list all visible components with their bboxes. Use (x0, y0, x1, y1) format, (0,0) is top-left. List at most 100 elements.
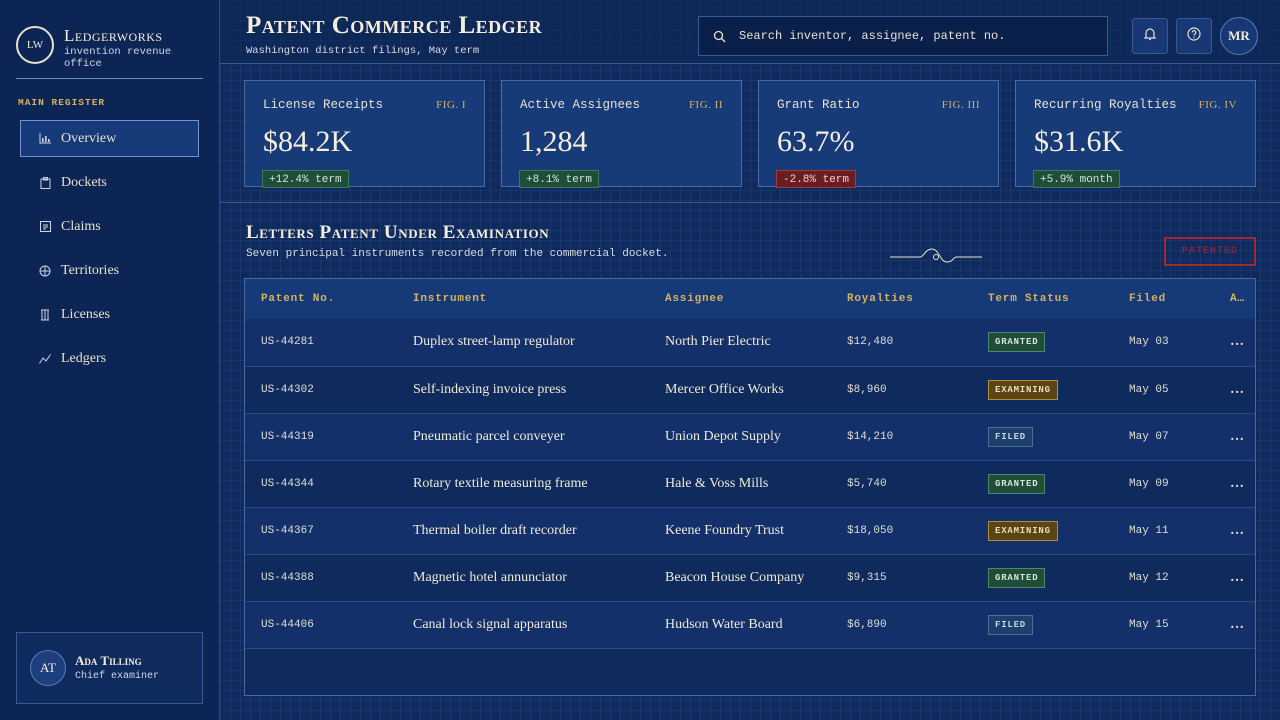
stat-fig: FIG. II (688, 99, 723, 111)
table-row[interactable]: US-44319 Pneumatic parcel conveyer Union… (245, 413, 1255, 460)
help-icon (1187, 26, 1201, 46)
table-row[interactable]: US-44302 Self-indexing invoice press Mer… (245, 366, 1255, 413)
column-header-term-status[interactable]: Term Status (988, 293, 1070, 305)
instrument-cell: Thermal boiler draft recorder (413, 522, 577, 538)
assignee-cell: Keene Foundry Trust (665, 522, 785, 538)
search-box[interactable] (698, 16, 1108, 56)
stat-label: Grant Ratio (777, 98, 860, 112)
stat-value: 1,284 (520, 125, 588, 158)
bell-icon (1143, 27, 1157, 46)
patents-table: Patent No. Instrument Assignee Royalties… (244, 278, 1256, 696)
row-actions-button[interactable]: … (1230, 381, 1245, 397)
royalties-cell: $12,480 (847, 336, 894, 349)
royalties-cell: $14,210 (847, 430, 894, 443)
instrument-cell: Rotary textile measuring frame (413, 475, 588, 491)
row-actions-button[interactable]: … (1230, 569, 1245, 585)
status-badge: GRANTED (988, 332, 1046, 353)
column-header-actions[interactable]: A… (1230, 293, 1245, 305)
brand-logo: LW (16, 26, 54, 64)
stat-label: Recurring Royalties (1034, 98, 1177, 112)
assignee-cell: Hudson Water Board (665, 616, 783, 632)
filed-cell: May 05 (1129, 383, 1169, 396)
stat-delta: +5.9% month (1033, 170, 1120, 188)
table-row[interactable]: US-44281 Duplex street-lamp regulator No… (245, 319, 1255, 366)
stat-delta: +8.1% term (519, 170, 600, 188)
assignee-cell: Beacon House Company (665, 569, 805, 585)
status-cell: GRANTED (972, 319, 1113, 366)
globe-icon (35, 265, 55, 277)
sidebar-item-label: Licenses (61, 306, 110, 322)
row-actions-button[interactable]: … (1230, 616, 1245, 632)
stat-card-recurring-royalties: Recurring Royalties FIG. IV $31.6K +5.9%… (1015, 80, 1256, 188)
filed-cell: May 07 (1129, 430, 1169, 443)
section-divider (220, 202, 1280, 203)
status-badge: EXAMINING (988, 520, 1058, 541)
table-row[interactable]: US-44344 Rotary textile measuring frame … (245, 460, 1255, 507)
patented-stamp: PATENTED (1164, 237, 1256, 266)
patent-no-cell: US-44344 (261, 477, 314, 490)
row-actions-button[interactable]: … (1230, 334, 1245, 350)
profile-avatar[interactable]: MR (1220, 17, 1258, 55)
column-header-instrument[interactable]: Instrument (413, 293, 488, 305)
user-avatar: AT (30, 650, 66, 686)
stat-value: $31.6K (1034, 125, 1124, 158)
stat-value: $84.2K (263, 125, 353, 158)
instrument-cell: Magnetic hotel annunciator (413, 569, 567, 585)
page-title: Patent Commerce Ledger (246, 12, 543, 39)
sidebar: LW Ledgerworks invention revenue office … (0, 0, 220, 720)
section-subtitle: Seven principal instruments recorded fro… (246, 248, 669, 260)
patent-no-cell: US-44302 (261, 383, 314, 396)
royalties-cell: $9,315 (847, 571, 887, 584)
sidebar-item-label: Territories (61, 262, 120, 278)
notifications-button[interactable] (1132, 18, 1168, 54)
stat-card-grant-ratio: Grant Ratio FIG. III 63.7% -2.8% term (758, 80, 999, 188)
trend-line-icon (35, 353, 55, 364)
user-card[interactable]: AT Ada Tilling Chief examiner (16, 632, 203, 704)
filed-cell: May 09 (1129, 477, 1169, 490)
status-badge: GRANTED (988, 473, 1046, 494)
column-header-royalties[interactable]: Royalties (847, 293, 914, 305)
search-icon (699, 30, 739, 43)
column-header-assignee[interactable]: Assignee (665, 293, 725, 305)
search-input[interactable] (739, 29, 1099, 43)
stat-card-active-assignees: Active Assignees FIG. II 1,284 +8.1% ter… (501, 80, 742, 188)
stat-fig: FIG. IV (1198, 99, 1237, 111)
royalties-cell: $18,050 (847, 524, 894, 537)
stat-delta: -2.8% term (776, 170, 857, 188)
filed-cell: May 03 (1129, 336, 1169, 349)
sidebar-item-label: Claims (61, 218, 101, 234)
sidebar-nav: Overview Dockets Claims Territories Lice… (20, 120, 199, 384)
assignee-cell: North Pier Electric (665, 334, 771, 350)
stat-card-license-receipts: License Receipts FIG. I $84.2K +12.4% te… (244, 80, 485, 188)
row-actions-button[interactable]: … (1230, 522, 1245, 538)
row-actions-button[interactable]: … (1230, 428, 1245, 444)
patent-no-cell: US-44406 (261, 618, 314, 631)
table-row[interactable]: US-44406 Canal lock signal apparatus Hud… (245, 601, 1255, 648)
sidebar-item-label: Overview (61, 130, 117, 146)
sidebar-item-territories[interactable]: Territories (20, 252, 199, 289)
sidebar-item-overview[interactable]: Overview (20, 120, 199, 157)
column-header-filed[interactable]: Filed (1129, 293, 1167, 305)
table-row[interactable]: US-44388 Magnetic hotel annunciator Beac… (245, 554, 1255, 601)
royalties-cell: $6,890 (847, 618, 887, 631)
help-button[interactable] (1176, 18, 1212, 54)
patent-no-cell: US-44281 (261, 336, 314, 349)
row-actions-button[interactable]: … (1230, 475, 1245, 491)
status-badge: GRANTED (988, 567, 1046, 588)
sidebar-item-claims[interactable]: Claims (20, 208, 199, 245)
table-row[interactable]: US-44367 Thermal boiler draft recorder K… (245, 507, 1255, 554)
document-icon (35, 221, 55, 232)
status-badge: FILED (988, 426, 1034, 447)
brand-subtitle: invention revenue office (64, 46, 172, 70)
nav-section-label: MAIN REGISTER (18, 97, 106, 108)
stat-label: License Receipts (263, 98, 384, 112)
status-cell: GRANTED (972, 554, 1113, 601)
column-header-patent-no[interactable]: Patent No. (261, 293, 336, 305)
sidebar-item-licenses[interactable]: Licenses (20, 296, 199, 333)
sidebar-item-ledgers[interactable]: Ledgers (20, 340, 199, 377)
assignee-cell: Union Depot Supply (665, 428, 781, 444)
filed-cell: May 11 (1129, 524, 1169, 537)
patent-no-cell: US-44367 (261, 524, 314, 537)
flourish-ornament-icon (890, 248, 982, 263)
sidebar-item-dockets[interactable]: Dockets (20, 164, 199, 201)
